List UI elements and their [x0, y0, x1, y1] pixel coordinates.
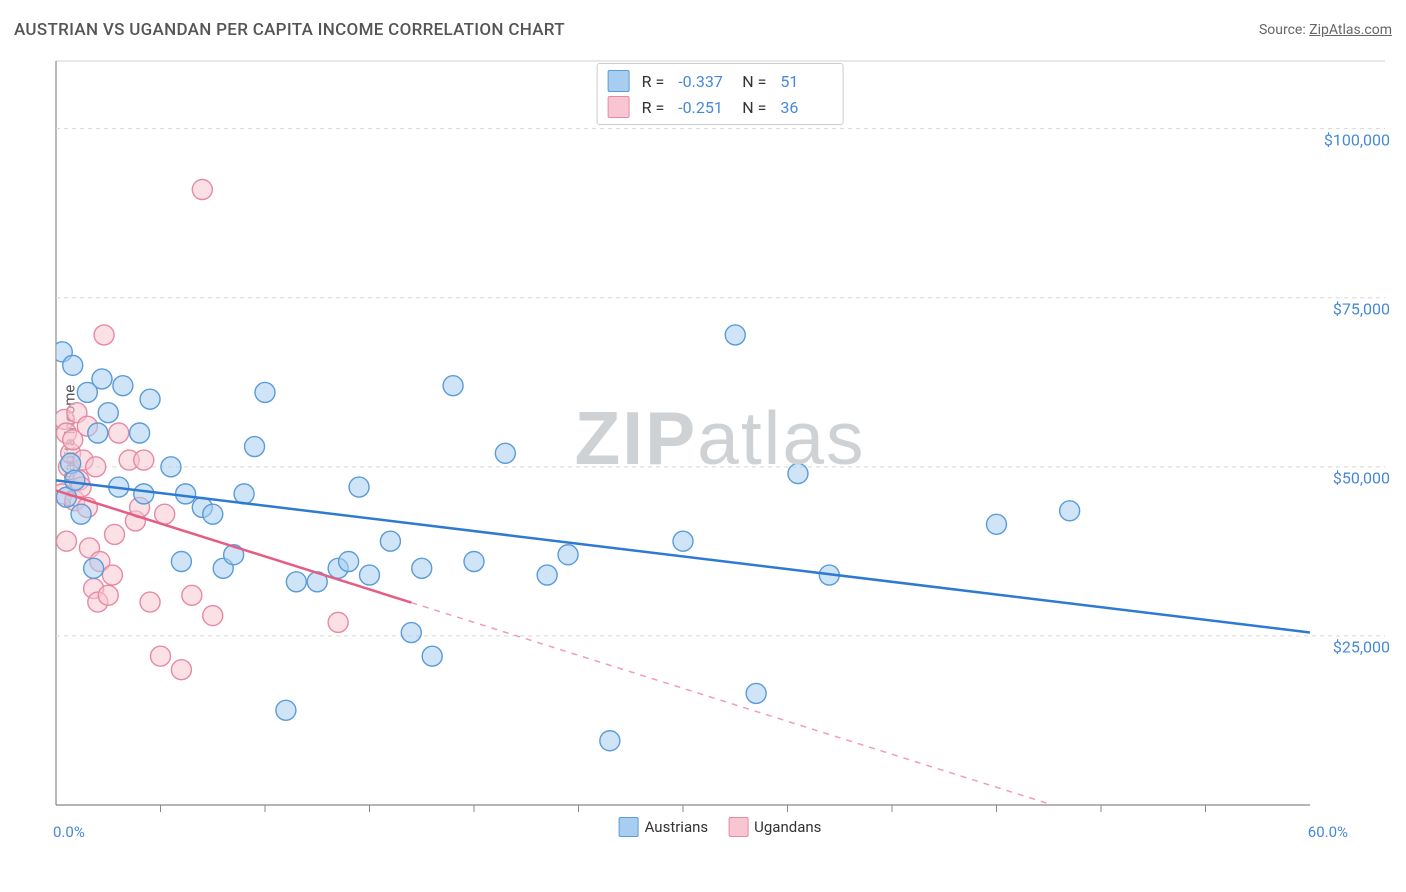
swatch-ugandans [608, 96, 630, 118]
source-link[interactable]: ZipAtlas.com [1309, 22, 1392, 38]
legend-item-ugandans: Ugandans [728, 817, 821, 837]
swatch-austrians [619, 817, 639, 837]
scatter-chart [50, 55, 1390, 835]
legend-row-austrians: R = -0.337 N = 51 [608, 68, 833, 94]
y-tick-label: $75,000 [1333, 299, 1390, 318]
y-tick-label: $100,000 [1324, 130, 1390, 149]
chart-title: AUSTRIAN VS UGANDAN PER CAPITA INCOME CO… [14, 20, 565, 40]
legend-row-ugandans: R = -0.251 N = 36 [608, 94, 833, 120]
correlation-legend: R = -0.337 N = 51 R = -0.251 N = 36 [597, 63, 844, 125]
y-tick-label: $25,000 [1333, 637, 1390, 656]
chart-area: ZIPatlas R = -0.337 N = 51 R = -0.251 N … [50, 55, 1390, 835]
legend-item-austrians: Austrians [619, 817, 709, 837]
y-tick-label: $50,000 [1333, 468, 1390, 487]
x-axis-max-label: 60.0% [1308, 823, 1348, 841]
header: AUSTRIAN VS UGANDAN PER CAPITA INCOME CO… [14, 20, 1392, 40]
swatch-austrians [608, 70, 630, 92]
source-attribution: Source: ZipAtlas.com [1259, 22, 1392, 38]
swatch-ugandans [728, 817, 748, 837]
series-legend: Austrians Ugandans [619, 817, 822, 837]
x-axis-min-label: 0.0% [53, 823, 85, 841]
